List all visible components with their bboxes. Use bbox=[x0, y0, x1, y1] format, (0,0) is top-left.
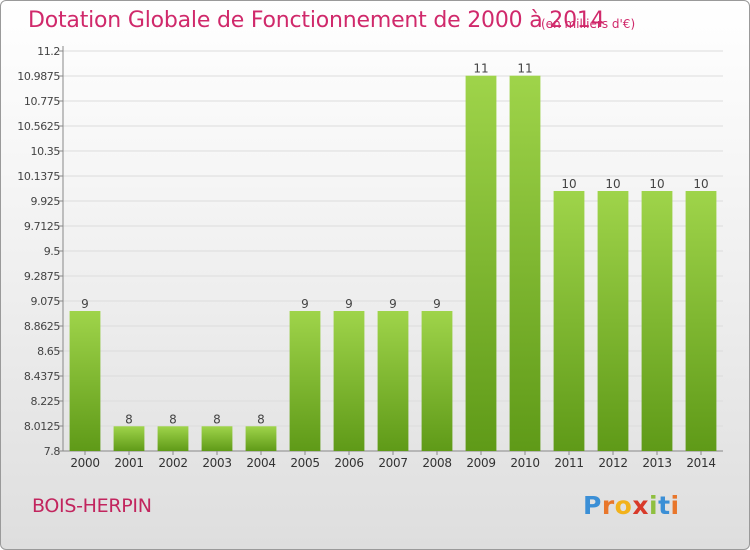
proxiti-logo: Proxiti bbox=[583, 491, 680, 520]
bar-2006 bbox=[333, 311, 365, 451]
y-tick-label: 9.925 bbox=[31, 195, 61, 208]
bar-2008 bbox=[421, 311, 453, 451]
commune-name: BOIS-HERPIN bbox=[32, 495, 152, 517]
data-label-2001: 8 bbox=[125, 412, 133, 426]
data-label-2012: 10 bbox=[605, 177, 620, 191]
y-tick-label: 8.8625 bbox=[24, 320, 60, 333]
bar-2001 bbox=[113, 426, 145, 451]
bar-2004 bbox=[245, 426, 277, 451]
y-tick-label: 11.2 bbox=[37, 45, 60, 58]
x-tick-labels: 2000 2001 2002 2003 2004 2005 2006 2007 2008 2009… bbox=[70, 456, 716, 470]
brand-letter: o bbox=[614, 491, 633, 520]
bar-2009 bbox=[465, 75, 497, 452]
x-tick-label-2011: 2011 bbox=[554, 456, 583, 470]
y-tick-label: 10.1375 bbox=[17, 170, 60, 183]
bar-2002 bbox=[157, 426, 189, 451]
y-tick-label: 10.5625 bbox=[17, 120, 60, 133]
bars bbox=[69, 75, 717, 452]
y-tick-label: 8.225 bbox=[31, 395, 61, 408]
brand-letter: i bbox=[649, 491, 659, 520]
bar-2012 bbox=[597, 191, 629, 451]
y-tick-label: 9.5 bbox=[44, 245, 61, 258]
x-tick-label-2004: 2004 bbox=[246, 456, 275, 470]
data-label-2002: 8 bbox=[169, 412, 177, 426]
chart-unit: (en milliers d'€) bbox=[541, 17, 636, 31]
y-tick-label: 9.075 bbox=[31, 295, 61, 308]
data-label-2003: 8 bbox=[213, 412, 221, 426]
x-tick-label-2006: 2006 bbox=[334, 456, 363, 470]
x-tick-label-2002: 2002 bbox=[158, 456, 187, 470]
brand-letter: t bbox=[658, 491, 671, 520]
chart-title: Dotation Globale de Fonctionnement de 20… bbox=[28, 8, 605, 33]
x-tick-label-2009: 2009 bbox=[466, 456, 495, 470]
x-tick-label-2010: 2010 bbox=[510, 456, 539, 470]
data-labels: 9 8 8 8 8 9 9 9 9 11 11 10 10 10 10 bbox=[81, 62, 708, 427]
bar-2011 bbox=[553, 191, 585, 451]
data-label-2000: 9 bbox=[81, 297, 89, 311]
data-label-2004: 8 bbox=[257, 412, 265, 426]
bar-2007 bbox=[377, 311, 409, 451]
data-label-2006: 9 bbox=[345, 297, 353, 311]
x-tick-label-2012: 2012 bbox=[598, 456, 627, 470]
brand-letter: P bbox=[583, 491, 602, 520]
x-tick-label-2001: 2001 bbox=[114, 456, 143, 470]
y-tick-label: 9.7125 bbox=[24, 220, 60, 233]
y-tick-label: 7.8 bbox=[44, 445, 61, 458]
y-tick-label: 10.775 bbox=[24, 95, 60, 108]
data-label-2009: 11 bbox=[473, 62, 488, 76]
brand-letter: x bbox=[632, 491, 649, 520]
data-label-2013: 10 bbox=[649, 177, 664, 191]
x-tick-label-2014: 2014 bbox=[686, 456, 715, 470]
bar-2003 bbox=[201, 426, 233, 451]
bar-2013 bbox=[641, 191, 673, 451]
brand-letter: i bbox=[670, 491, 680, 520]
y-tick-label: 8.4375 bbox=[24, 370, 60, 383]
x-tick-label-2007: 2007 bbox=[378, 456, 407, 470]
y-tick-label: 8.0125 bbox=[24, 420, 60, 433]
data-label-2014: 10 bbox=[693, 177, 708, 191]
y-tick-label: 10.35 bbox=[31, 145, 61, 158]
data-label-2008: 9 bbox=[433, 297, 441, 311]
x-tick-label-2000: 2000 bbox=[70, 456, 99, 470]
bar-2005 bbox=[289, 311, 321, 451]
bar-2014 bbox=[685, 191, 717, 451]
y-tick-label: 8.65 bbox=[37, 345, 60, 358]
y-tick-label: 9.2875 bbox=[24, 270, 60, 283]
bar-2000 bbox=[69, 311, 101, 451]
data-label-2011: 10 bbox=[561, 177, 576, 191]
brand-letter: r bbox=[601, 491, 615, 520]
data-label-2007: 9 bbox=[389, 297, 397, 311]
y-tick-labels: 7.8 8.0125 8.225 8.4375 8.65 8.8625 9.075 9.287… bbox=[17, 45, 61, 458]
x-tick-label-2003: 2003 bbox=[202, 456, 231, 470]
x-tick-label-2008: 2008 bbox=[422, 456, 451, 470]
data-label-2005: 9 bbox=[301, 297, 309, 311]
bar-2010 bbox=[509, 75, 541, 452]
x-tick-label-2005: 2005 bbox=[290, 456, 319, 470]
y-tick-label: 10.9875 bbox=[17, 70, 60, 83]
x-tick-label-2013: 2013 bbox=[642, 456, 671, 470]
data-label-2010: 11 bbox=[517, 62, 532, 76]
